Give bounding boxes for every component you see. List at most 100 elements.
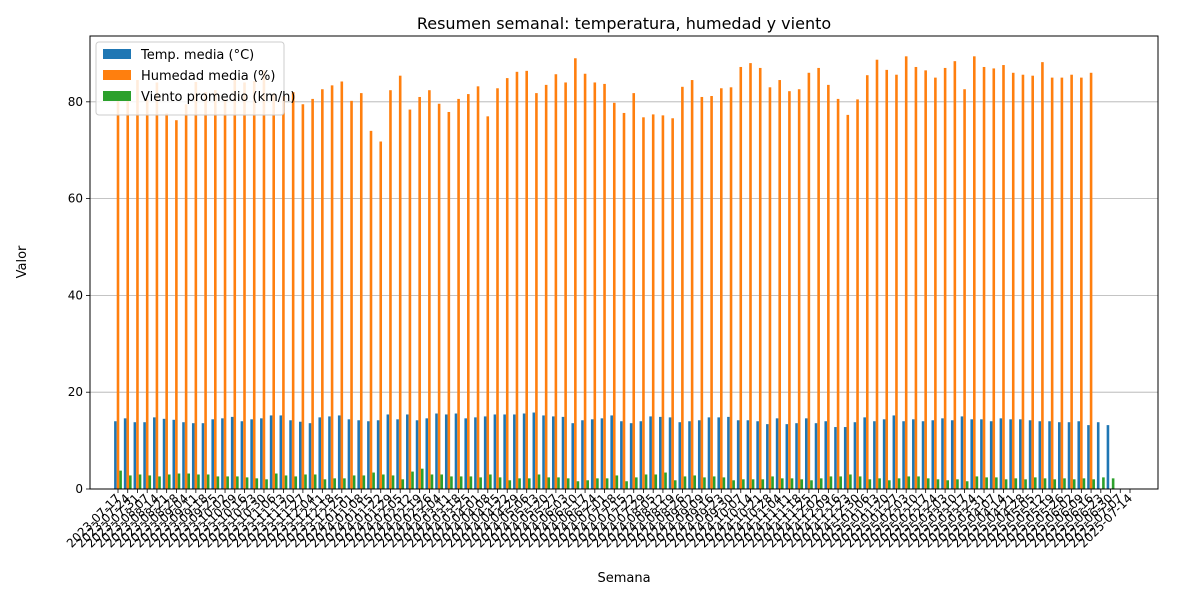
bar: [936, 479, 940, 489]
bar: [576, 481, 580, 489]
bar: [406, 414, 409, 489]
bar: [622, 112, 626, 490]
bar: [1102, 477, 1105, 489]
bar: [126, 100, 130, 489]
bar: [615, 475, 619, 489]
bar: [810, 480, 813, 489]
bar: [673, 480, 677, 489]
x-axis: 2023-07-172023-07-242023-07-312023-08-07…: [64, 489, 1135, 550]
bar: [775, 418, 779, 489]
bar: [221, 418, 224, 489]
bar: [946, 480, 950, 489]
bar: [444, 414, 448, 489]
bar: [369, 130, 373, 489]
bar: [226, 476, 229, 489]
bar: [233, 79, 237, 490]
bar: [982, 66, 986, 489]
y-axis: 0 20 40 60 80: [68, 95, 90, 496]
bar: [620, 421, 623, 489]
bar: [1053, 479, 1057, 489]
bar: [272, 93, 275, 489]
y-tick-label: 80: [68, 95, 83, 109]
bar: [926, 478, 930, 489]
y-tick-label: 20: [68, 385, 83, 399]
bar: [703, 477, 706, 489]
bar: [768, 87, 772, 490]
bar: [172, 419, 176, 489]
bar: [1077, 421, 1081, 489]
bar: [527, 478, 531, 489]
series-0: [114, 412, 1110, 489]
bar: [211, 419, 215, 489]
legend-label: Humedad media (%): [141, 69, 275, 84]
bar: [590, 419, 594, 489]
bar: [352, 475, 356, 489]
bar: [143, 422, 146, 489]
bar: [732, 480, 735, 489]
bar: [457, 98, 460, 490]
bar: [907, 476, 911, 489]
bar: [1002, 65, 1005, 490]
bar: [418, 96, 421, 489]
bar: [318, 417, 322, 489]
bar: [537, 474, 541, 489]
bar: [408, 109, 412, 490]
bar: [814, 423, 818, 489]
bar: [554, 74, 558, 489]
bar: [690, 80, 694, 490]
bar: [654, 474, 658, 489]
bar: [489, 474, 492, 489]
bar: [785, 424, 789, 489]
bar: [255, 478, 259, 489]
bar: [729, 87, 733, 490]
bar: [778, 80, 781, 490]
bar: [505, 78, 509, 489]
bar: [148, 475, 152, 489]
bar: [515, 71, 519, 490]
bar: [535, 93, 538, 489]
bar: [843, 427, 847, 489]
bar: [282, 96, 285, 489]
bar: [508, 480, 512, 489]
bar: [878, 478, 881, 489]
bar: [1080, 77, 1083, 489]
bar: [975, 476, 979, 489]
bar: [583, 73, 587, 489]
bar: [766, 424, 769, 489]
bar: [469, 476, 473, 489]
bar: [1038, 421, 1042, 489]
bar: [858, 476, 862, 489]
bar: [214, 90, 217, 489]
y-tick-label: 40: [68, 288, 83, 302]
bar: [333, 478, 336, 489]
bar: [819, 478, 823, 489]
bar: [1043, 478, 1047, 489]
bar: [707, 417, 711, 489]
bar: [629, 423, 633, 489]
bar: [965, 481, 969, 489]
bar: [372, 472, 375, 489]
bar: [561, 416, 565, 489]
bar: [632, 93, 636, 489]
bar: [780, 478, 784, 489]
bar: [347, 419, 351, 489]
bar: [722, 477, 726, 489]
bar: [795, 423, 798, 489]
bar: [644, 474, 648, 489]
bar: [119, 470, 122, 489]
bars: [114, 56, 1115, 490]
bar: [973, 56, 976, 489]
bar: [912, 419, 915, 489]
bar: [298, 421, 302, 489]
bar: [827, 84, 830, 489]
bar: [875, 59, 879, 489]
bar: [474, 417, 477, 489]
bar: [693, 475, 697, 489]
bar: [362, 475, 366, 489]
bar: [245, 477, 249, 489]
bar: [756, 421, 759, 489]
bar: [447, 111, 451, 489]
bar: [873, 421, 876, 489]
bar: [382, 474, 385, 489]
bar: [1089, 72, 1093, 490]
